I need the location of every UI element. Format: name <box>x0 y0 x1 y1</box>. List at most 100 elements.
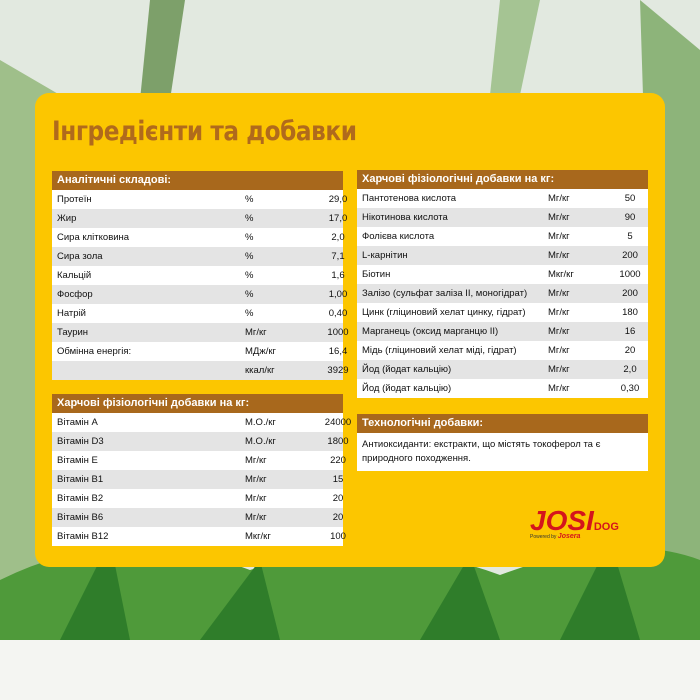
table-row: Цинк (гліциновий хелат цинку, гідрат) Мг/… <box>357 303 648 322</box>
table-row: Мідь (гліциновий хелат міді, гідрат) Мг/к… <box>357 341 648 360</box>
row-name: Сира клітковина <box>57 232 130 243</box>
row-value: 20 <box>332 512 344 523</box>
row-name: Вітамін А <box>57 417 98 428</box>
row-name: Жир <box>57 213 77 224</box>
row-value: 100 <box>330 531 346 542</box>
row-unit: Мг/кг <box>548 212 570 223</box>
row-unit: МДж/кг <box>245 346 276 357</box>
table-row: Йод (йодат кальцію) Мг/кг 0,30 <box>357 379 648 398</box>
row-unit: Мкг/кг <box>245 531 271 542</box>
row-unit: Мкг/кг <box>548 269 574 280</box>
row-unit: Мг/кг <box>548 250 570 261</box>
row-value: 1000 <box>619 269 641 280</box>
row-unit: Мг/кг <box>548 288 570 299</box>
row-value: 24000 <box>324 417 352 428</box>
table-row: Біотин Мкг/кг 1000 <box>357 265 648 284</box>
technological-box: Технологічні добавки: Антиоксиданти: екс… <box>357 414 648 471</box>
table-row: Вітамін Е Мг/кг 220 <box>52 451 346 470</box>
table-row: Йод (йодат кальцію) Мг/кг 2,0 <box>357 360 648 379</box>
table-row: Марганець (оксид марганцю II) Мг/кг 16 <box>357 322 648 341</box>
row-value: 180 <box>622 307 638 318</box>
row-unit: Мг/кг <box>548 307 570 318</box>
row-value: 50 <box>624 193 636 204</box>
table-row: Таурин Мг/кг 1000 <box>52 323 349 342</box>
row-unit: % <box>245 194 254 205</box>
row-name: Нікотинова кислота <box>362 212 448 223</box>
brand: JOSI <box>530 505 594 536</box>
row-name: L-карнітин <box>362 250 408 261</box>
row-value: 0,40 <box>328 308 348 319</box>
row-unit: % <box>245 232 254 243</box>
row-unit: Мг/кг <box>245 493 267 504</box>
table-row: Вітамін D3 М.О./кг 1800 <box>52 432 349 451</box>
row-name: Фосфор <box>57 289 93 300</box>
row-name: Біотин <box>362 269 391 280</box>
row-name: Фолієва кислота <box>362 231 435 242</box>
row-unit: Мг/кг <box>245 474 267 485</box>
additives-table: Харчові фізіологічні добавки на кг: Панто… <box>357 170 648 398</box>
brand-sub: DOG <box>593 521 619 533</box>
row-value: 220 <box>330 455 346 466</box>
table-row: Кальцій% 1,6 <box>52 266 345 285</box>
row-value: 1,00 <box>328 289 348 300</box>
row-unit: % <box>245 270 254 281</box>
row-unit: Мг/кг <box>245 512 267 523</box>
table-row: ккал/кг 3929 <box>52 361 349 380</box>
table-row: Фолієва кислота Мг/кг 5 <box>357 227 648 246</box>
table-row: Натрій% 0,40 <box>52 304 347 323</box>
table-header: Харчові фізіологічні добавки на кг: <box>357 170 648 189</box>
row-name: Вітамін В12 <box>57 531 109 542</box>
row-unit: М.О./кг <box>245 436 276 447</box>
table-row: Вітамін В6 Мг/кг 20 <box>52 508 343 527</box>
logo: JOSIDOG Powered by Josera <box>530 505 619 540</box>
analytical-table: Аналітичні складові: Протеїн% 29,0 Жир% 17,0… <box>52 171 349 380</box>
row-name: Обмінна енергія: <box>57 346 132 357</box>
row-unit: % <box>245 251 254 262</box>
row-value: 3929 <box>327 365 349 376</box>
table-row: Вітамін В1 Мг/кг 15 <box>52 470 343 489</box>
row-unit: ккал/кг <box>245 365 275 376</box>
row-value: 2,0 <box>331 232 345 243</box>
table-row: Вітамін А М.О./кг 24000 <box>52 413 351 432</box>
table-row: Фосфор% 1,00 <box>52 285 347 304</box>
row-name: Сира зола <box>57 251 103 262</box>
table-row: L-карнітин Мг/кг 200 <box>357 246 648 265</box>
row-unit: % <box>245 289 254 300</box>
table-row: Сира зола% 7,1 <box>52 247 345 266</box>
row-unit: Мг/кг <box>548 383 570 394</box>
row-value: 20 <box>332 493 344 504</box>
row-name: Таурин <box>57 327 89 338</box>
row-name: Марганець (оксид марганцю II) <box>362 326 499 337</box>
table-header: Технологічні добавки: <box>357 414 648 433</box>
table-row: Нікотинова кислота Мг/кг 90 <box>357 208 648 227</box>
row-unit: Мг/кг <box>548 364 570 375</box>
text: Антиоксиданти: екстракти, що містять ток… <box>357 433 648 471</box>
row-unit: Мг/кг <box>548 193 570 204</box>
row-name: Вітамін D3 <box>57 436 104 447</box>
row-name: Вітамін В6 <box>57 512 104 523</box>
row-value: 90 <box>624 212 636 223</box>
powered: Powered by <box>530 534 557 540</box>
table-row: Сира клітковина% 2,0 <box>52 228 345 247</box>
row-value: 1800 <box>327 436 349 447</box>
row-unit: Мг/кг <box>245 455 267 466</box>
row-name: Залізо (сульфат заліза II, моногідрат) <box>362 288 528 299</box>
row-value: 1000 <box>327 327 349 338</box>
row-name: Цинк (гліциновий хелат цинку, гідрат) <box>362 307 526 318</box>
row-unit: % <box>245 308 254 319</box>
row-name: Йод (йодат кальцію) <box>362 364 452 375</box>
maker: Josera <box>557 533 581 540</box>
row-value: 200 <box>622 250 638 261</box>
row-value: 16,4 <box>328 346 348 357</box>
row-value: 16 <box>624 326 636 337</box>
row-name: Пантотенова кислота <box>362 193 457 204</box>
row-value: 200 <box>622 288 638 299</box>
row-name: Вітамін В2 <box>57 493 104 504</box>
row-value: 0,30 <box>620 383 640 394</box>
table-row: Жир% 17,0 <box>52 209 347 228</box>
row-unit: % <box>245 213 254 224</box>
row-value: 29,0 <box>328 194 348 205</box>
table-row: Залізо (сульфат заліза II, моногідрат) Мг… <box>357 284 648 303</box>
row-unit: Мг/кг <box>548 345 570 356</box>
